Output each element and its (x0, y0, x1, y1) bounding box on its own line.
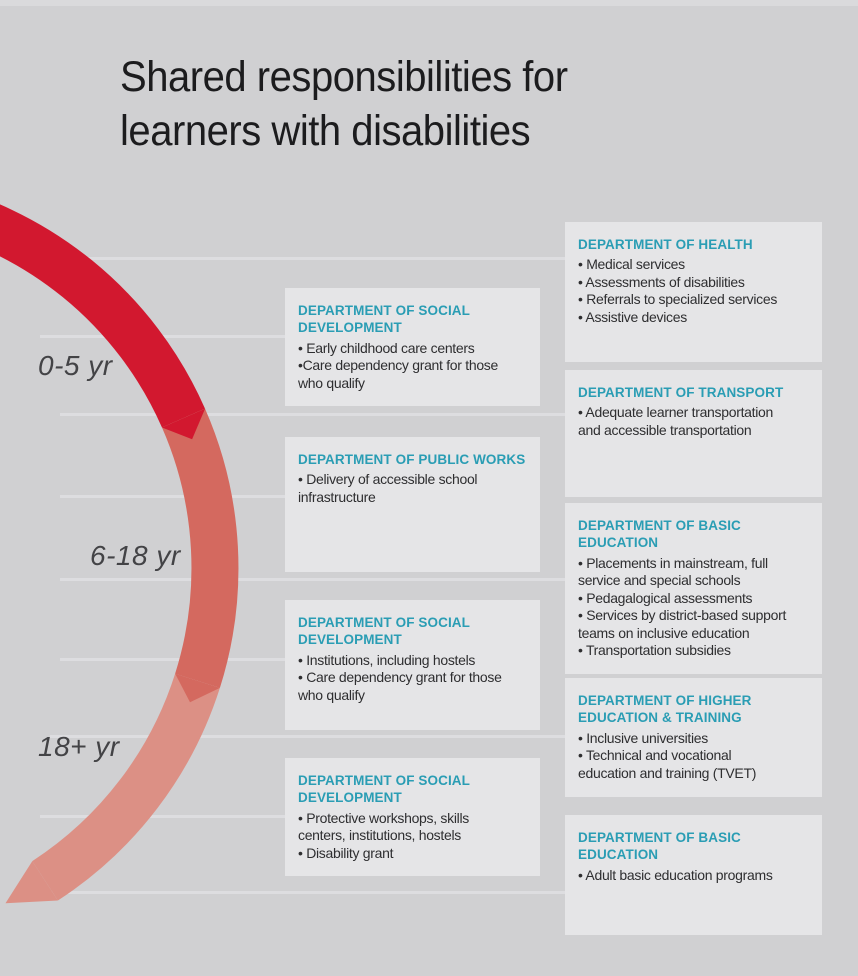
connector-line-health (40, 257, 565, 260)
arc-segment-age-0-5 (0, 204, 206, 428)
department-box-higher-education: DEPARTMENT OF HIGHER EDUCATION & TRAININ… (565, 678, 822, 797)
department-bullet: • Delivery of accessible school infrastr… (298, 471, 478, 505)
department-bullet: • Medical services (578, 256, 685, 273)
connector-line-transport (60, 413, 565, 416)
connector-line-public-works (60, 495, 285, 498)
department-bullet: • Disability grant (298, 844, 394, 861)
department-bullet: • Assessments of disabilities (578, 273, 745, 290)
department-bullet: • Institutions, including hostels (298, 651, 476, 668)
age-label-18plus: 18+ yr (38, 731, 120, 762)
department-bullet: • Inclusive universities (578, 729, 708, 746)
age-timeline-arc (0, 204, 239, 904)
page-title: Shared responsibilities for learners wit… (120, 53, 568, 156)
department-box-transport: DEPARTMENT OF TRANSPORT • Adequate learn… (565, 370, 822, 497)
department-box-social-development-1: DEPARTMENT OF SOCIAL DEVELOPMENT • Early… (285, 288, 540, 407)
department-bullet: • Technical and vocational education and… (578, 747, 757, 781)
arc-arrowhead-icon-2 (175, 673, 220, 703)
department-bullet: • Adequate learner transportation and ac… (578, 404, 774, 438)
age-label-0-5: 0-5 yr (38, 350, 113, 381)
department-bullet: • Placements in mainstream, full service… (578, 554, 768, 589)
arc-tail-point (5, 861, 58, 904)
arc-arrowhead-icon-1 (162, 408, 206, 440)
department-bullet: • Early childhood care centers (298, 339, 475, 356)
department-heading: DEPARTMENT OF TRANSPORT (578, 385, 784, 400)
department-bullet: • Transportation subsidies (578, 642, 731, 659)
connector-line-social-dev-2 (60, 658, 285, 661)
arc-segment-age-6-18 (161, 408, 239, 688)
department-heading: DEPARTMENT OF BASIC EDUCATION (578, 518, 741, 551)
department-heading: DEPARTMENT OF PUBLIC WORKS (298, 452, 526, 467)
department-bullet: • Assistive devices (578, 308, 687, 325)
department-bullet: • Referrals to specialized services (578, 291, 778, 308)
department-box-social-development-3: DEPARTMENT OF SOCIAL DEVELOPMENT • Prote… (285, 758, 540, 877)
department-heading: DEPARTMENT OF BASIC EDUCATION (578, 830, 741, 863)
age-label-6-18: 6-18 yr (90, 540, 181, 571)
department-bullet: • Protective workshops, skills centers, … (298, 809, 469, 844)
department-box-social-development-2: DEPARTMENT OF SOCIAL DEVELOPMENT • Insti… (285, 600, 540, 730)
department-bullet: • Pedagalogical assessments (578, 589, 753, 606)
department-bullet: • Adult basic education programs (578, 866, 773, 883)
connector-line-basic-education (60, 578, 565, 581)
department-box-public-works: DEPARTMENT OF PUBLIC WORKS • Delivery of… (285, 437, 540, 572)
connector-line-adult-basic-education (30, 891, 565, 894)
department-heading: DEPARTMENT OF HEALTH (578, 237, 753, 252)
department-bullet: •Care dependency grant for those who qua… (298, 357, 498, 391)
department-bullet: • Services by district-based support tea… (578, 607, 787, 641)
department-bullet: • Care dependency grant for those who qu… (298, 669, 502, 703)
department-heading: DEPARTMENT OF SOCIAL DEVELOPMENT (298, 615, 470, 648)
department-box-basic-education: DEPARTMENT OF BASIC EDUCATION • Placemen… (565, 503, 822, 674)
connector-line-higher-education (50, 735, 565, 738)
department-heading: DEPARTMENT OF SOCIAL DEVELOPMENT (298, 303, 470, 336)
department-box-adult-basic-education: DEPARTMENT OF BASIC EDUCATION • Adult ba… (565, 815, 822, 935)
department-heading: DEPARTMENT OF SOCIAL DEVELOPMENT (298, 773, 470, 806)
department-box-health: DEPARTMENT OF HEALTH • Medical services … (565, 222, 822, 362)
arc-segment-age-18plus (32, 673, 220, 901)
top-edge-strip (0, 0, 858, 6)
connector-line-social-dev-3 (40, 815, 285, 818)
department-heading: DEPARTMENT OF HIGHER EDUCATION & TRAININ… (578, 693, 752, 726)
